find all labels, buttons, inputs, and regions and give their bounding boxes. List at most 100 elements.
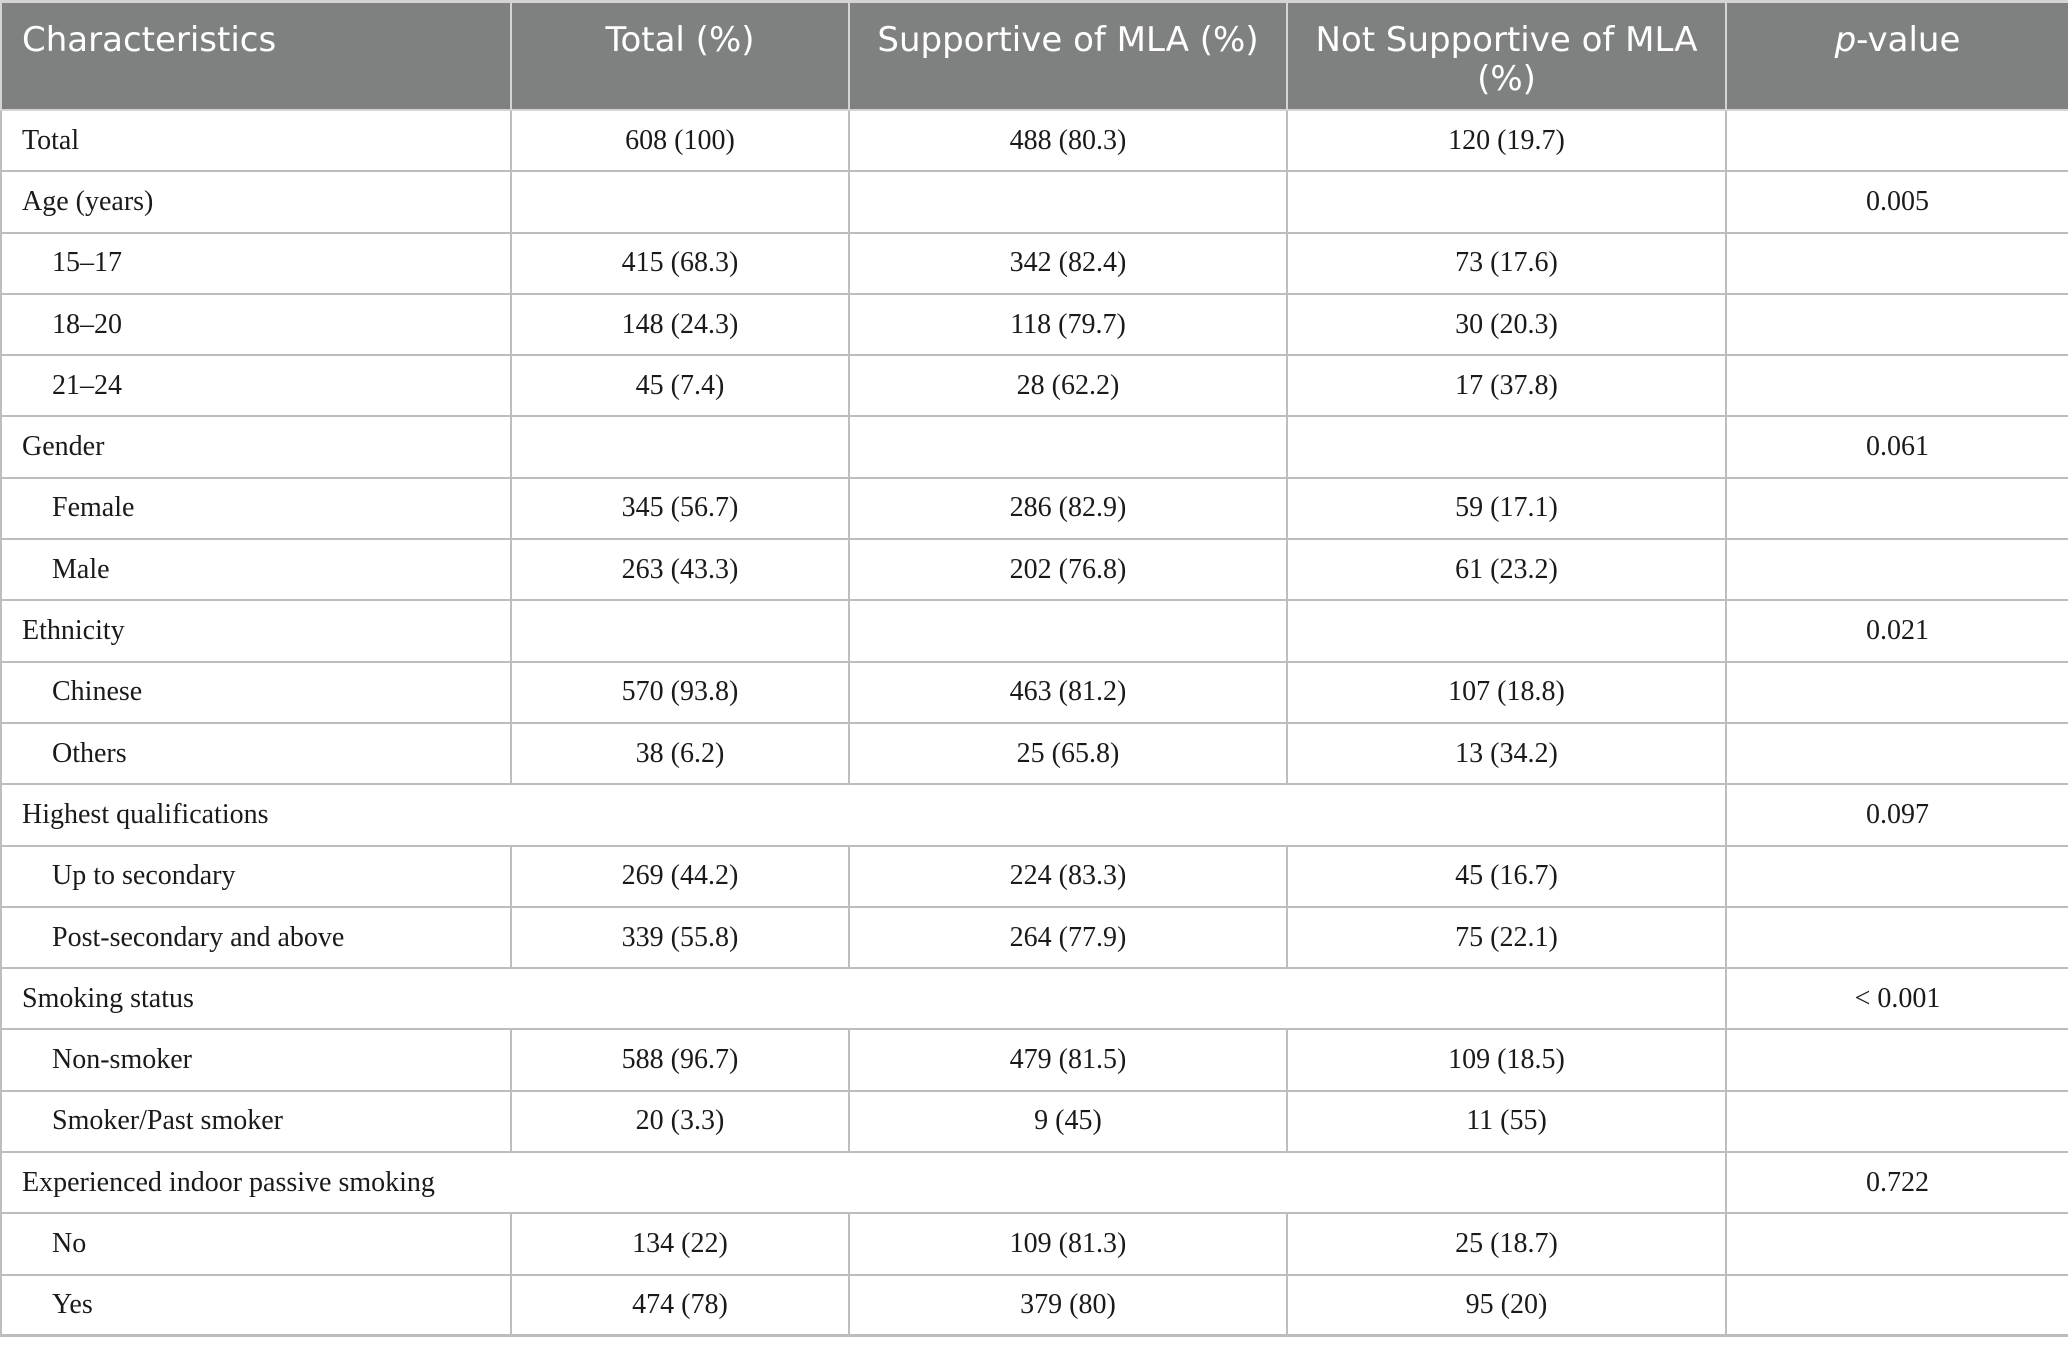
table-row: Yes 474 (78) 379 (80) 95 (20): [0, 1273, 2068, 1338]
table-row: Smoker/Past smoker 20 (3.3) 9 (45) 11 (55): [0, 1089, 2068, 1154]
supportive-cell: 28 (62.2): [848, 354, 1288, 418]
row-label-cell: 18–20: [0, 292, 512, 357]
row-label-cell: No: [0, 1212, 512, 1276]
not-supportive-cell: 107 (18.8): [1286, 660, 1727, 724]
empty-cell: [510, 599, 850, 663]
supportive-cell: 286 (82.9): [848, 476, 1288, 541]
total-cell: 20 (3.3): [510, 1089, 850, 1154]
p-value-cell: [1725, 354, 2068, 418]
group-row: Highest qualifications 0.097: [0, 783, 2068, 847]
table-row: No 134 (22) 109 (81.3) 25 (18.7): [0, 1212, 2068, 1276]
total-cell: 45 (7.4): [510, 354, 850, 418]
not-supportive-cell: 45 (16.7): [1286, 844, 1727, 908]
group-row: Gender 0.061: [0, 415, 2068, 479]
p-value-cell: [1725, 538, 2068, 602]
table-row: Total 608 (100) 488 (80.3) 120 (19.7): [0, 108, 2068, 173]
table-row: 18–20 148 (24.3) 118 (79.7) 30 (20.3): [0, 292, 2068, 357]
p-value-cell: 0.061: [1725, 415, 2068, 479]
total-cell: 570 (93.8): [510, 660, 850, 724]
p-value-cell: [1725, 721, 2068, 786]
supportive-cell: 109 (81.3): [848, 1212, 1288, 1276]
not-supportive-cell: 109 (18.5): [1286, 1028, 1727, 1092]
table-row: Non-smoker 588 (96.7) 479 (81.5) 109 (18.5): [0, 1028, 2068, 1092]
table-row: 21–24 45 (7.4) 28 (62.2) 17 (37.8): [0, 354, 2068, 418]
group-row: Ethnicity 0.021: [0, 599, 2068, 663]
p-value-cell: [1725, 292, 2068, 357]
supportive-cell: 202 (76.8): [848, 538, 1288, 602]
row-label-cell: Smoker/Past smoker: [0, 1089, 512, 1154]
p-value-cell: [1725, 1212, 2068, 1276]
header-characteristics: Characteristics: [0, 0, 512, 111]
total-cell: 415 (68.3): [510, 231, 850, 295]
p-value-cell: [1725, 1273, 2068, 1338]
header-total: Total (%): [510, 0, 850, 111]
row-label-cell: Non-smoker: [0, 1028, 512, 1092]
not-supportive-cell: 11 (55): [1286, 1089, 1727, 1154]
table-row: Male 263 (43.3) 202 (76.8) 61 (23.2): [0, 538, 2068, 602]
table-row: 15–17 415 (68.3) 342 (82.4) 73 (17.6): [0, 231, 2068, 295]
empty-cell: [848, 415, 1288, 479]
empty-cell: [1286, 170, 1727, 234]
row-label-cell: Chinese: [0, 660, 512, 724]
p-value-cell: [1725, 476, 2068, 541]
supportive-cell: 479 (81.5): [848, 1028, 1288, 1092]
group-label-cell: Highest qualifications: [0, 783, 1727, 847]
table-row: Post-secondary and above 339 (55.8) 264 (7…: [0, 905, 2068, 970]
header-row: Characteristics Total (%) Supportive of …: [0, 0, 2068, 111]
total-cell: 148 (24.3): [510, 292, 850, 357]
group-label-cell: Smoking status: [0, 967, 1727, 1031]
p-value-cell: 0.097: [1725, 783, 2068, 847]
p-value-cell: [1725, 231, 2068, 295]
p-value-cell: [1725, 108, 2068, 173]
not-supportive-cell: 95 (20): [1286, 1273, 1727, 1338]
supportive-cell: 342 (82.4): [848, 231, 1288, 295]
row-label-cell: Up to secondary: [0, 844, 512, 908]
not-supportive-cell: 61 (23.2): [1286, 538, 1727, 602]
supportive-cell: 488 (80.3): [848, 108, 1288, 173]
group-label-cell: Ethnicity: [0, 599, 512, 663]
group-row: Age (years) 0.005: [0, 170, 2068, 234]
total-cell: 345 (56.7): [510, 476, 850, 541]
supportive-cell: 224 (83.3): [848, 844, 1288, 908]
group-row: Smoking status < 0.001: [0, 967, 2068, 1031]
total-cell: 134 (22): [510, 1212, 850, 1276]
empty-cell: [848, 170, 1288, 234]
p-value-cell: 0.005: [1725, 170, 2068, 234]
total-cell: 588 (96.7): [510, 1028, 850, 1092]
total-cell: 608 (100): [510, 108, 850, 173]
p-value-cell: [1725, 660, 2068, 724]
row-label-cell: Male: [0, 538, 512, 602]
header-p-rest: -value: [1856, 20, 1961, 60]
total-cell: 263 (43.3): [510, 538, 850, 602]
row-label-cell: 21–24: [0, 354, 512, 418]
p-value-cell: < 0.001: [1725, 967, 2068, 1031]
header-p-italic: p: [1834, 20, 1857, 60]
header-supportive: Supportive of MLA (%): [848, 0, 1288, 111]
table-row: Up to secondary 269 (44.2) 224 (83.3) 45 (1…: [0, 844, 2068, 908]
supportive-cell: 463 (81.2): [848, 660, 1288, 724]
group-label-cell: Age (years): [0, 170, 512, 234]
p-value-cell: [1725, 844, 2068, 908]
p-value-cell: [1725, 905, 2068, 970]
supportive-cell: 9 (45): [848, 1089, 1288, 1154]
empty-cell: [510, 415, 850, 479]
group-row: Experienced indoor passive smoking 0.722: [0, 1151, 2068, 1215]
header-not-supportive: Not Supportive of MLA (%): [1286, 0, 1727, 111]
p-value-cell: 0.021: [1725, 599, 2068, 663]
table-row: Female 345 (56.7) 286 (82.9) 59 (17.1): [0, 476, 2068, 541]
p-value-cell: 0.722: [1725, 1151, 2068, 1215]
empty-cell: [1286, 415, 1727, 479]
total-cell: 339 (55.8): [510, 905, 850, 970]
row-label-cell: Others: [0, 721, 512, 786]
row-label-cell: Yes: [0, 1273, 512, 1338]
header-p-value: p-value: [1725, 0, 2068, 111]
not-supportive-cell: 73 (17.6): [1286, 231, 1727, 295]
row-label-cell: Total: [0, 108, 512, 173]
not-supportive-cell: 120 (19.7): [1286, 108, 1727, 173]
not-supportive-cell: 30 (20.3): [1286, 292, 1727, 357]
group-label-cell: Experienced indoor passive smoking: [0, 1151, 1727, 1215]
total-cell: 38 (6.2): [510, 721, 850, 786]
p-value-cell: [1725, 1089, 2068, 1154]
empty-cell: [1286, 599, 1727, 663]
